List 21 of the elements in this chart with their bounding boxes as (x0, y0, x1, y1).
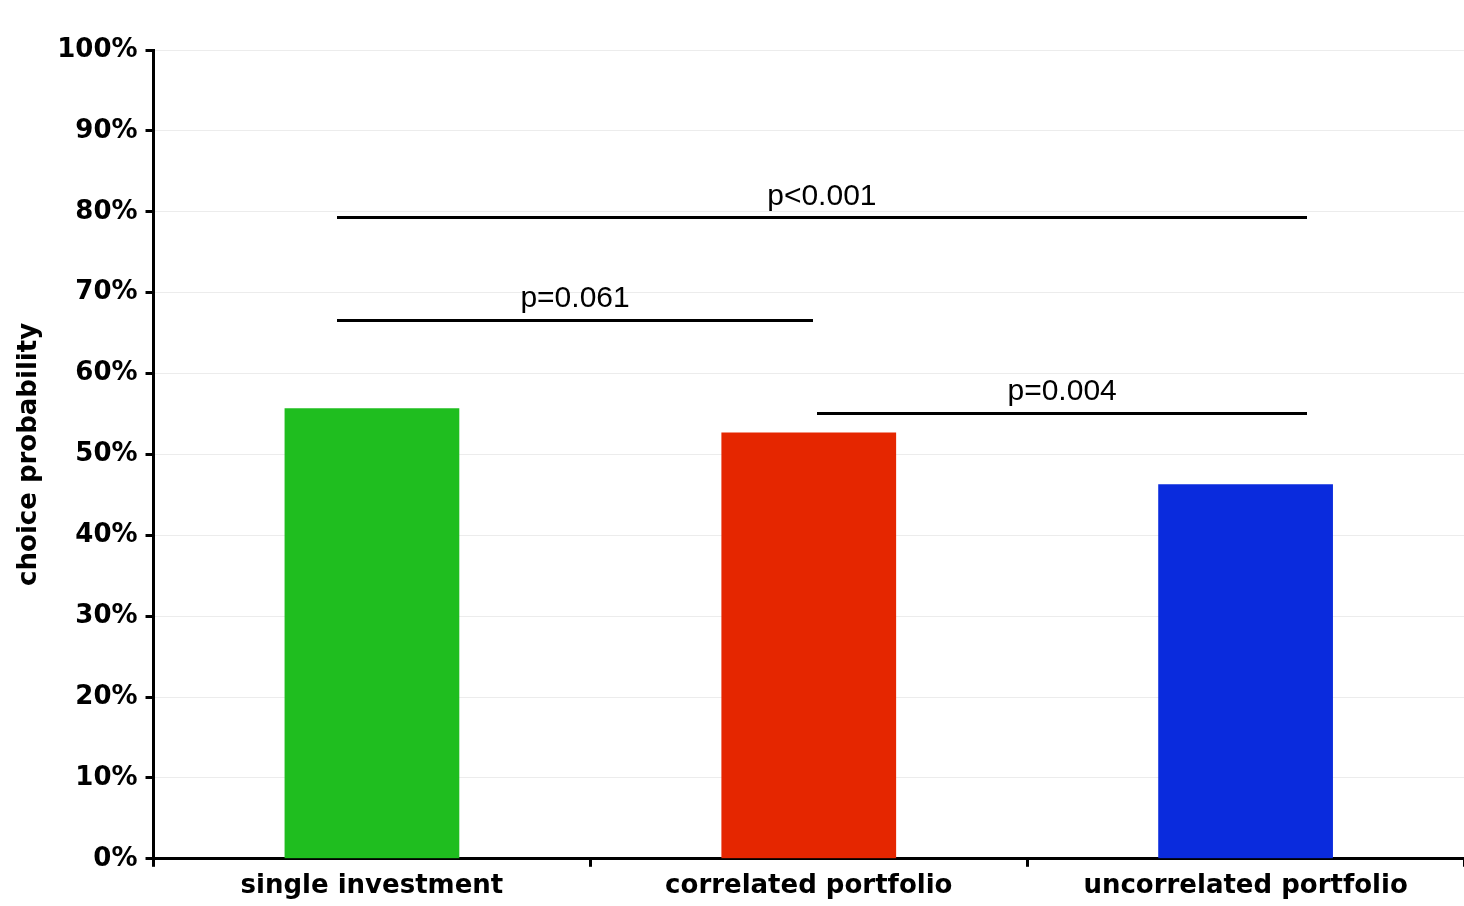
bar (284, 408, 460, 859)
y-tick-label: 10% (75, 760, 138, 791)
bar (721, 432, 897, 859)
annotation: p=0.061 (520, 280, 630, 314)
annotation: p=0.004 (1007, 373, 1117, 407)
y-tick-label: 90% (75, 113, 138, 144)
y-tick-label: 60% (75, 356, 138, 387)
x-tick-label: single investment (240, 869, 504, 900)
y-tick-label: 70% (75, 275, 138, 306)
x-tick-label: correlated portfolio (665, 869, 953, 900)
y-tick-label: 50% (75, 437, 138, 468)
y-tick-label: 40% (75, 518, 138, 549)
y-tick-label: 100% (57, 32, 138, 63)
y-tick-label: 30% (75, 598, 138, 629)
bar (1158, 484, 1333, 859)
y-tick-label: 0% (93, 841, 138, 872)
y-axis-title: choice probability (12, 322, 43, 586)
y-tick-label: 20% (75, 679, 138, 710)
annotation: p<0.001 (767, 177, 877, 211)
y-tick-label: 80% (75, 194, 138, 225)
x-tick-label: uncorrelated portfolio (1083, 869, 1408, 900)
